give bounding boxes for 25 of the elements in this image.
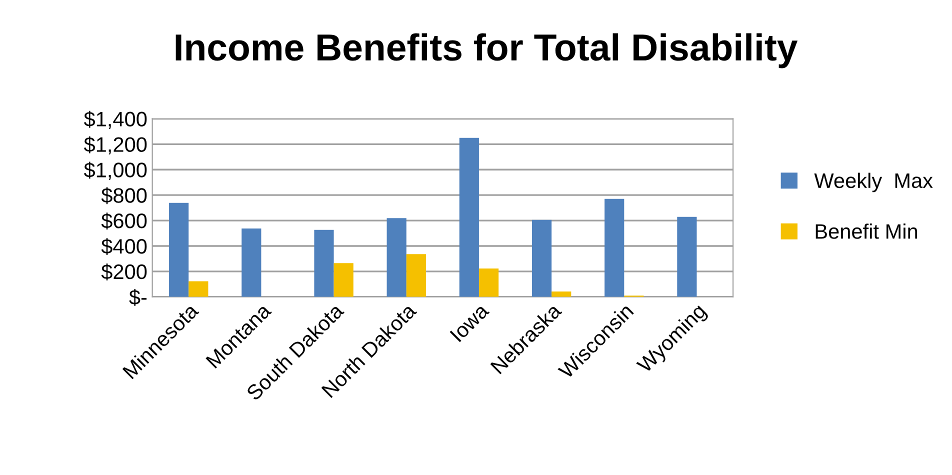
bar: [604, 198, 624, 297]
bar: [386, 218, 406, 297]
bar: [459, 138, 479, 297]
y-tick-label: $1,400: [84, 110, 147, 129]
bar: [314, 230, 334, 297]
y-tick-label: $200: [101, 264, 147, 280]
x-tick-label: Iowa: [450, 302, 490, 342]
bar: [169, 202, 189, 297]
chart-title: Income Benefits for Total Disability: [176, 33, 798, 68]
legend-label: Weekly Max: [814, 172, 933, 192]
y-tick-label: $1,200: [84, 136, 147, 154]
y-tick-label: $800: [101, 187, 147, 204]
y-tick-label: $1,000: [84, 162, 147, 180]
y-tick-label: $400: [101, 238, 147, 255]
bar: [242, 228, 262, 297]
bar: [406, 254, 426, 297]
bar: [552, 292, 572, 297]
bar: [334, 263, 354, 297]
bar: [532, 220, 552, 297]
y-tick-label: $600: [101, 212, 147, 230]
bar: [677, 216, 697, 297]
y-tick-label: $-: [129, 289, 147, 306]
legend-label: Benefit Min: [816, 224, 918, 239]
bar: [188, 281, 208, 297]
bar: [478, 268, 499, 297]
